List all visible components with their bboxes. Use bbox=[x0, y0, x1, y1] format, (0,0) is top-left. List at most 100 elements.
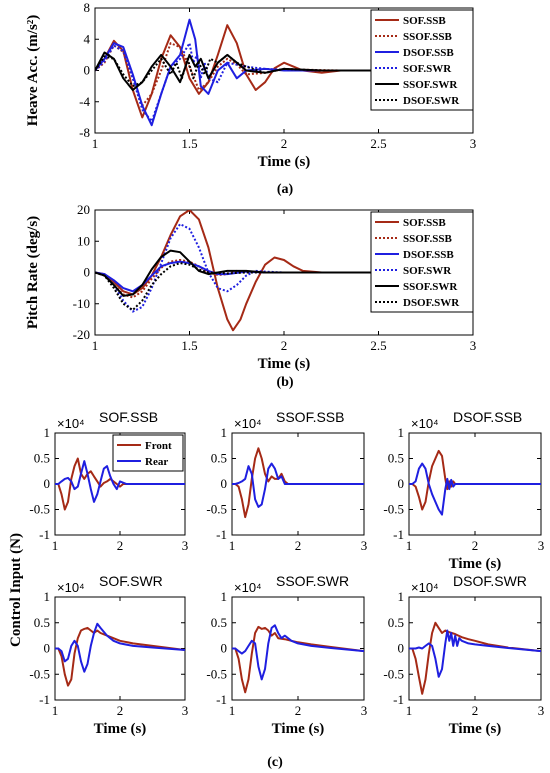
series-line-ssof-swr bbox=[95, 249, 473, 297]
series-line-front bbox=[55, 457, 185, 511]
legend-label: Front bbox=[145, 440, 172, 452]
subplot-title: DSOF.SSB bbox=[453, 409, 522, 425]
y-tick-label: -4 bbox=[79, 94, 90, 109]
x-tick-label: 2 bbox=[295, 538, 302, 553]
x-tick-label: 1 bbox=[229, 703, 236, 718]
y-tick-label: 0.5 bbox=[211, 451, 227, 466]
x-tick-label: 3 bbox=[182, 703, 189, 718]
axis-exponent: ×10⁴ bbox=[57, 580, 85, 595]
legend-label: SOF.SSB bbox=[403, 15, 446, 27]
legend-label: DSOF.SWR bbox=[403, 297, 460, 309]
legend-label: DSOF.SSB bbox=[403, 249, 454, 261]
x-tick-label: 2 bbox=[281, 136, 288, 151]
x-tick-label: 2 bbox=[117, 703, 124, 718]
x-axis-label: Time (s) bbox=[258, 356, 311, 372]
y-tick-label: 0 bbox=[84, 265, 91, 280]
y-tick-label: -20 bbox=[73, 327, 90, 342]
legend-label: SSOF.SSB bbox=[403, 31, 452, 43]
x-tick-label: 1 bbox=[52, 538, 59, 553]
legend-box bbox=[370, 9, 474, 111]
axis-exponent: ×10⁴ bbox=[234, 416, 262, 431]
y-tick-label: 0.5 bbox=[34, 615, 50, 630]
x-tick-label: 2 bbox=[117, 538, 124, 553]
y-tick-label: -1 bbox=[39, 527, 50, 542]
y-tick-label: 0 bbox=[221, 641, 228, 656]
y-axis-label: Heave Acc. (m/s²) bbox=[25, 15, 41, 127]
x-tick-label: 1 bbox=[52, 703, 59, 718]
legend-label: SSOF.SWR bbox=[403, 281, 458, 293]
subplot-title: SSOF.SSB bbox=[276, 409, 344, 425]
x-axis-label: Time (s) bbox=[449, 721, 502, 737]
y-axis-label: Pitch Rate (deg/s) bbox=[25, 216, 41, 329]
legend-b: SOF.SSB SSOF.SSB DSOF.SSB SOF.SWR SSOF.SWR DS… bbox=[370, 211, 474, 313]
legend-label: SOF.SSB bbox=[403, 217, 446, 229]
y-tick-label: -0.5 bbox=[383, 502, 404, 517]
y-tick-label: 0 bbox=[398, 476, 405, 491]
x-tick-label: 2.5 bbox=[370, 136, 386, 151]
series-group-c2 bbox=[232, 447, 364, 519]
y-tick-label: 20 bbox=[77, 202, 90, 217]
series-line-dsof-swr bbox=[95, 262, 473, 311]
x-tick-label: 2 bbox=[281, 338, 288, 353]
series-group-c5 bbox=[232, 624, 364, 694]
x-axis-label: Time (s) bbox=[272, 721, 325, 737]
subplot-title: DSOF.SWR bbox=[453, 573, 527, 589]
y-tick-label: 0 bbox=[398, 641, 405, 656]
y-tick-label: -0.5 bbox=[29, 502, 50, 517]
subplot-title: SSOF.SWR bbox=[276, 573, 349, 589]
legend-a: SOF.SSB SSOF.SSB DSOF.SSB SOF.SWR SSOF.SWR DS… bbox=[370, 9, 474, 111]
y-tick-label: 4 bbox=[84, 31, 91, 46]
x-tick-label: 3 bbox=[538, 703, 545, 718]
y-tick-label: 0 bbox=[84, 63, 91, 78]
legend-c1: Front Rear bbox=[112, 434, 184, 472]
series-group-c6 bbox=[409, 621, 541, 695]
y-tick-label: 1 bbox=[44, 589, 51, 604]
y-tick-label: 0.5 bbox=[211, 615, 227, 630]
subplot-title: SOF.SSB bbox=[99, 409, 158, 425]
x-tick-label: 3 bbox=[182, 538, 189, 553]
x-tick-label: 1 bbox=[92, 136, 99, 151]
series-line-dsof-swr bbox=[95, 53, 473, 88]
y-tick-label: -1 bbox=[216, 692, 227, 707]
series-line-rear bbox=[409, 462, 541, 516]
y-tick-label: 0.5 bbox=[388, 615, 404, 630]
series-line-rear bbox=[232, 462, 364, 508]
chart-c4: 1 2 3 -1 -0.5 0 0.5 1 Time (s) ×10⁴ SOF.SWR bbox=[29, 573, 188, 737]
y-tick-label: 1 bbox=[221, 425, 228, 440]
plots-layer: 1 1.5 2 2.5 3 -8 -4 0 4 8 Time (s) Heave Acc. (m/s²… bbox=[25, 0, 544, 737]
axis-exponent: ×10⁴ bbox=[57, 416, 85, 431]
x-tick-label: 2 bbox=[295, 703, 302, 718]
chart-c2: 1 2 3 -1 -0.5 0 0.5 1 ×10⁴ SSOF.SSB bbox=[206, 409, 367, 553]
x-tick-label: 1 bbox=[229, 538, 236, 553]
x-tick-label: 3 bbox=[361, 703, 368, 718]
legend-label: Rear bbox=[145, 456, 168, 468]
series-line-front bbox=[232, 447, 364, 519]
chart-c1: 1 2 3 -1 -0.5 0 0.5 1 ×10⁴ SOF.SSB Front Rear bbox=[29, 409, 188, 553]
y-tick-label: 1 bbox=[398, 425, 405, 440]
y-tick-label: 1 bbox=[221, 589, 228, 604]
y-tick-label: 0.5 bbox=[34, 451, 50, 466]
x-axis-label: Time (s) bbox=[94, 721, 147, 737]
y-tick-label: 0 bbox=[44, 476, 51, 491]
figure-label-c: (c) bbox=[267, 755, 283, 770]
x-axis-label: Time (s) bbox=[449, 556, 502, 572]
y-tick-label: 1 bbox=[398, 589, 405, 604]
series-line-sof-swr bbox=[95, 223, 473, 313]
x-tick-label: 1 bbox=[406, 703, 413, 718]
x-tick-label: 3 bbox=[538, 538, 545, 553]
axis-exponent: ×10⁴ bbox=[234, 580, 262, 595]
y-tick-label: 1 bbox=[44, 425, 51, 440]
legend-label: SSOF.SSB bbox=[403, 233, 452, 245]
x-axis-label: Time (s) bbox=[258, 154, 311, 170]
x-tick-label: 1 bbox=[406, 538, 413, 553]
series-group-a bbox=[95, 18, 473, 127]
y-tick-label: -10 bbox=[73, 296, 90, 311]
series-group-c3 bbox=[409, 449, 541, 516]
y-tick-label: 10 bbox=[77, 233, 90, 248]
series-group-c4 bbox=[55, 622, 185, 687]
x-tick-label: 2.5 bbox=[370, 338, 386, 353]
legend-box bbox=[112, 434, 184, 472]
y-tick-label: -1 bbox=[216, 527, 227, 542]
series-line-rear bbox=[409, 629, 541, 678]
